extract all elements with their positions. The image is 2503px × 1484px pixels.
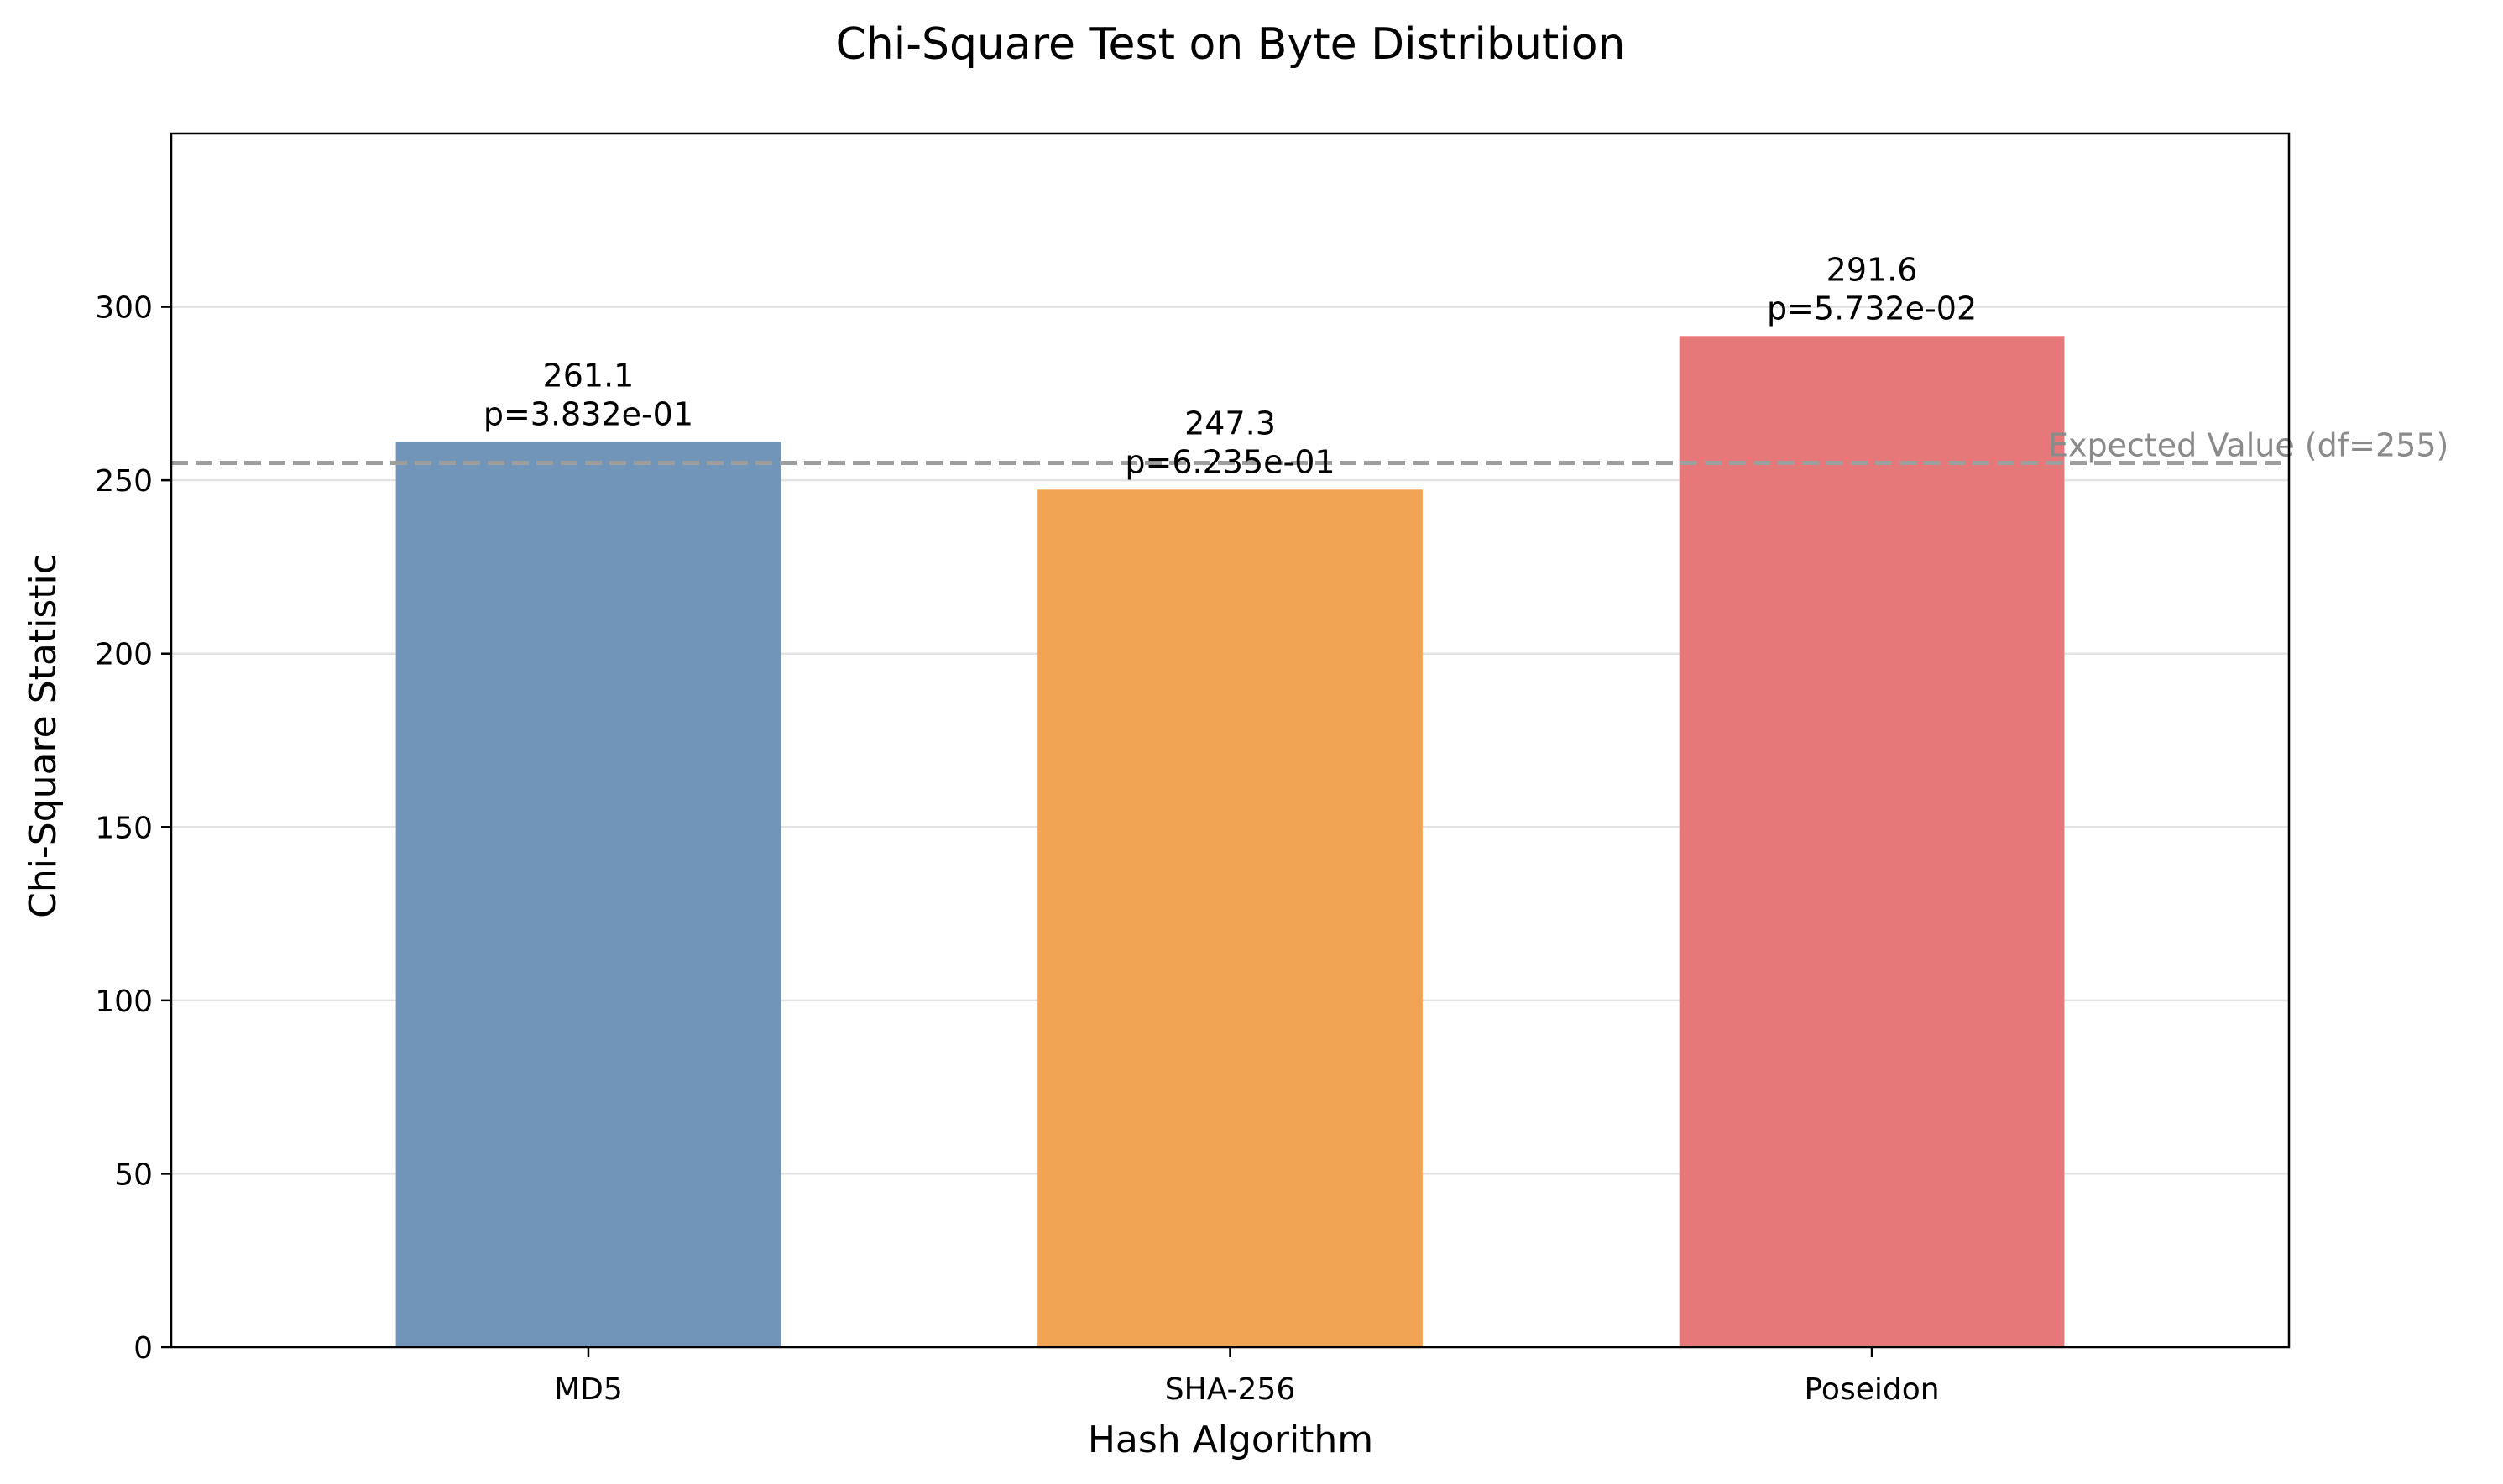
- y-tick-label: 100: [95, 985, 153, 1019]
- y-tick-label: 0: [133, 1331, 153, 1366]
- chart-title: Chi-Square Test on Byte Distribution: [835, 19, 1625, 70]
- bar-poseidon: [1679, 336, 2065, 1348]
- y-tick-label: 200: [95, 638, 153, 672]
- x-tick-label: SHA-256: [1165, 1372, 1295, 1407]
- reference-line-label: Expected Value (df=255): [2048, 426, 2448, 463]
- bar-sha-256: [1037, 489, 1423, 1347]
- bars: [395, 336, 2065, 1348]
- y-tick-label: 50: [114, 1157, 153, 1192]
- x-tick-label: Poseidon: [1805, 1372, 1940, 1407]
- p-value-label: p=5.732e-02: [1767, 290, 1977, 327]
- p-value-label: p=6.235e-01: [1125, 443, 1335, 480]
- bar-md5: [395, 442, 781, 1348]
- y-axis-label: Chi-Square Statistic: [22, 554, 65, 918]
- value-label: 291.6: [1826, 251, 1918, 288]
- y-tick-label: 300: [95, 291, 153, 326]
- value-label: 247.3: [1184, 405, 1276, 442]
- value-label: 261.1: [543, 357, 635, 394]
- x-tick-label: MD5: [554, 1372, 623, 1407]
- p-value-label: p=3.832e-01: [483, 395, 693, 432]
- reference-line-group: Expected Value (df=255): [171, 426, 2448, 465]
- y-tick-label: 250: [95, 464, 153, 499]
- x-axis-label: Hash Algorithm: [1088, 1419, 1373, 1461]
- data-labels: 261.1p=3.832e-01 247.3p=6.235e-01 291.6p=5…: [483, 251, 1977, 480]
- axes: 0 50 100 150 200 250 300 MD5 SHA-256 Poseidon: [95, 132, 2291, 1407]
- y-tick-label: 150: [95, 811, 153, 845]
